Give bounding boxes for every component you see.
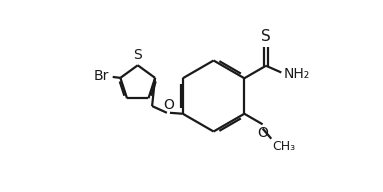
Text: Br: Br — [94, 69, 110, 83]
Text: O: O — [257, 126, 268, 140]
Text: CH₃: CH₃ — [272, 140, 295, 153]
Text: NH₂: NH₂ — [284, 67, 310, 81]
Text: S: S — [261, 29, 271, 44]
Text: O: O — [163, 98, 174, 112]
Text: S: S — [133, 48, 142, 62]
